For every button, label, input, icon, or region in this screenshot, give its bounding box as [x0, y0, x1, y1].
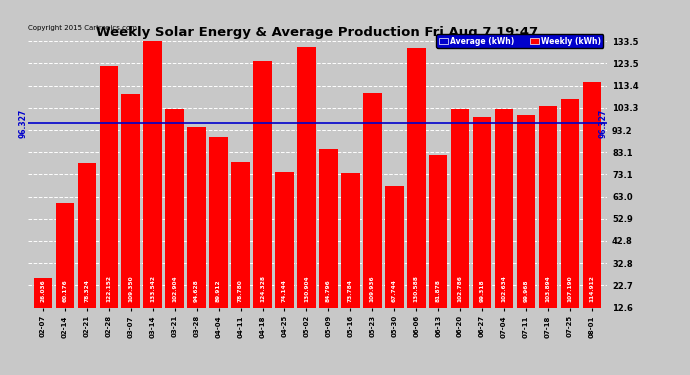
Text: 102.904: 102.904: [172, 275, 177, 302]
Bar: [451, 109, 469, 308]
Text: 89.912: 89.912: [216, 279, 221, 302]
Bar: [582, 82, 601, 308]
Title: Weekly Solar Energy & Average Production Fri Aug 7 19:47: Weekly Solar Energy & Average Production…: [97, 26, 538, 39]
Text: 84.796: 84.796: [326, 279, 331, 302]
Text: 78.780: 78.780: [238, 279, 243, 302]
Text: 102.786: 102.786: [457, 275, 462, 302]
Text: 99.318: 99.318: [480, 279, 484, 302]
Text: 122.152: 122.152: [106, 275, 111, 302]
Bar: [363, 93, 382, 308]
Text: 78.324: 78.324: [84, 279, 90, 302]
Text: 60.176: 60.176: [62, 279, 68, 302]
Bar: [121, 94, 140, 308]
Bar: [385, 186, 404, 308]
Legend: Average (kWh), Weekly (kWh): Average (kWh), Weekly (kWh): [436, 34, 603, 48]
Text: 124.328: 124.328: [260, 275, 265, 302]
Bar: [517, 115, 535, 308]
Text: 94.628: 94.628: [194, 279, 199, 302]
Text: 114.912: 114.912: [589, 275, 594, 302]
Bar: [473, 117, 491, 308]
Text: 73.784: 73.784: [348, 279, 353, 302]
Text: 130.588: 130.588: [414, 275, 419, 302]
Bar: [319, 148, 337, 308]
Text: 81.878: 81.878: [435, 279, 441, 302]
Text: Copyright 2015 Cartronics.com: Copyright 2015 Cartronics.com: [28, 25, 137, 31]
Bar: [166, 109, 184, 308]
Text: 109.350: 109.350: [128, 275, 133, 302]
Text: 107.190: 107.190: [567, 275, 573, 302]
Text: 26.036: 26.036: [41, 279, 46, 302]
Bar: [341, 173, 359, 308]
Text: 109.936: 109.936: [370, 275, 375, 302]
Bar: [144, 41, 162, 308]
Text: 96.327: 96.327: [598, 108, 607, 138]
Bar: [187, 127, 206, 308]
Bar: [209, 137, 228, 308]
Text: 99.968: 99.968: [524, 279, 529, 302]
Bar: [428, 155, 448, 308]
Bar: [77, 163, 96, 308]
Text: 133.542: 133.542: [150, 275, 155, 302]
Bar: [34, 278, 52, 308]
Bar: [231, 162, 250, 308]
Bar: [539, 106, 558, 308]
Bar: [560, 99, 579, 308]
Bar: [297, 47, 316, 308]
Bar: [99, 66, 118, 308]
Bar: [407, 48, 426, 308]
Text: 103.894: 103.894: [545, 275, 551, 302]
Text: 67.744: 67.744: [392, 279, 397, 302]
Text: 96.327: 96.327: [19, 108, 28, 138]
Text: 130.904: 130.904: [304, 275, 309, 302]
Bar: [253, 62, 272, 308]
Text: 102.634: 102.634: [502, 275, 506, 302]
Bar: [56, 203, 75, 308]
Text: 74.144: 74.144: [282, 279, 287, 302]
Bar: [495, 109, 513, 307]
Bar: [275, 172, 294, 308]
